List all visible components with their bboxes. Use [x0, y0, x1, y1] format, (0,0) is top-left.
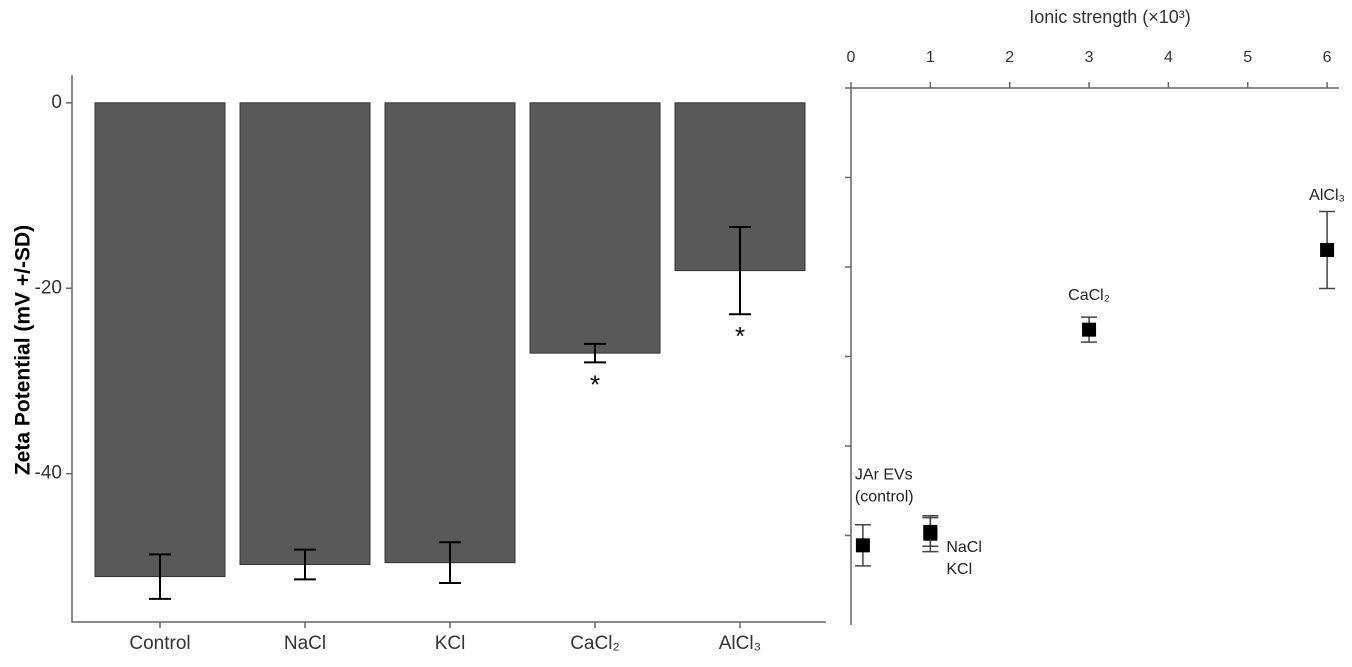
axis-line	[71, 75, 826, 623]
y-tick-label: 0	[51, 92, 62, 113]
x-tick-label: KCl	[435, 633, 466, 654]
point-label: KCl	[946, 561, 972, 578]
x-tick-label: AlCl₃	[719, 633, 762, 654]
y-tick-label: -40	[35, 463, 62, 484]
point-label: (control)	[855, 489, 914, 506]
point-label: AlCl₃	[1309, 187, 1345, 204]
error-bar	[584, 342, 606, 364]
x-tick-label: 2	[1005, 49, 1014, 66]
bar	[94, 102, 226, 578]
bar	[239, 102, 371, 566]
point-label: NaCl	[946, 539, 982, 556]
x-tick-label: 3	[1085, 49, 1094, 66]
y-tick-label: -20	[35, 277, 62, 298]
point	[1320, 242, 1335, 257]
x-tick-label: 0	[847, 49, 856, 66]
error-bar	[439, 541, 461, 585]
bar	[384, 102, 516, 564]
axis-line	[850, 87, 1339, 625]
y-axis-label: Zeta Potential (mV +/-SD)	[12, 225, 35, 475]
point	[855, 538, 870, 553]
annotation: *	[735, 321, 745, 351]
error-bar	[149, 553, 171, 600]
error-bar	[294, 548, 316, 581]
x-tick-label: 5	[1243, 49, 1252, 66]
x-tick-label: Control	[129, 633, 190, 654]
bar	[529, 102, 661, 354]
point	[1082, 322, 1097, 337]
x-axis-label: Ionic strength (×10³)	[1029, 7, 1191, 27]
annotation: *	[590, 369, 600, 399]
point-label: JAr EVs	[855, 467, 913, 484]
x-tick-label: 1	[926, 49, 935, 66]
x-tick-label: 6	[1323, 49, 1332, 66]
point	[923, 524, 938, 539]
x-tick-label: CaCl₂	[570, 633, 620, 654]
error-bar	[729, 226, 751, 316]
x-tick-label: NaCl	[284, 633, 326, 654]
x-tick-label: 4	[1164, 49, 1173, 66]
point-label: CaCl₂	[1068, 287, 1110, 304]
